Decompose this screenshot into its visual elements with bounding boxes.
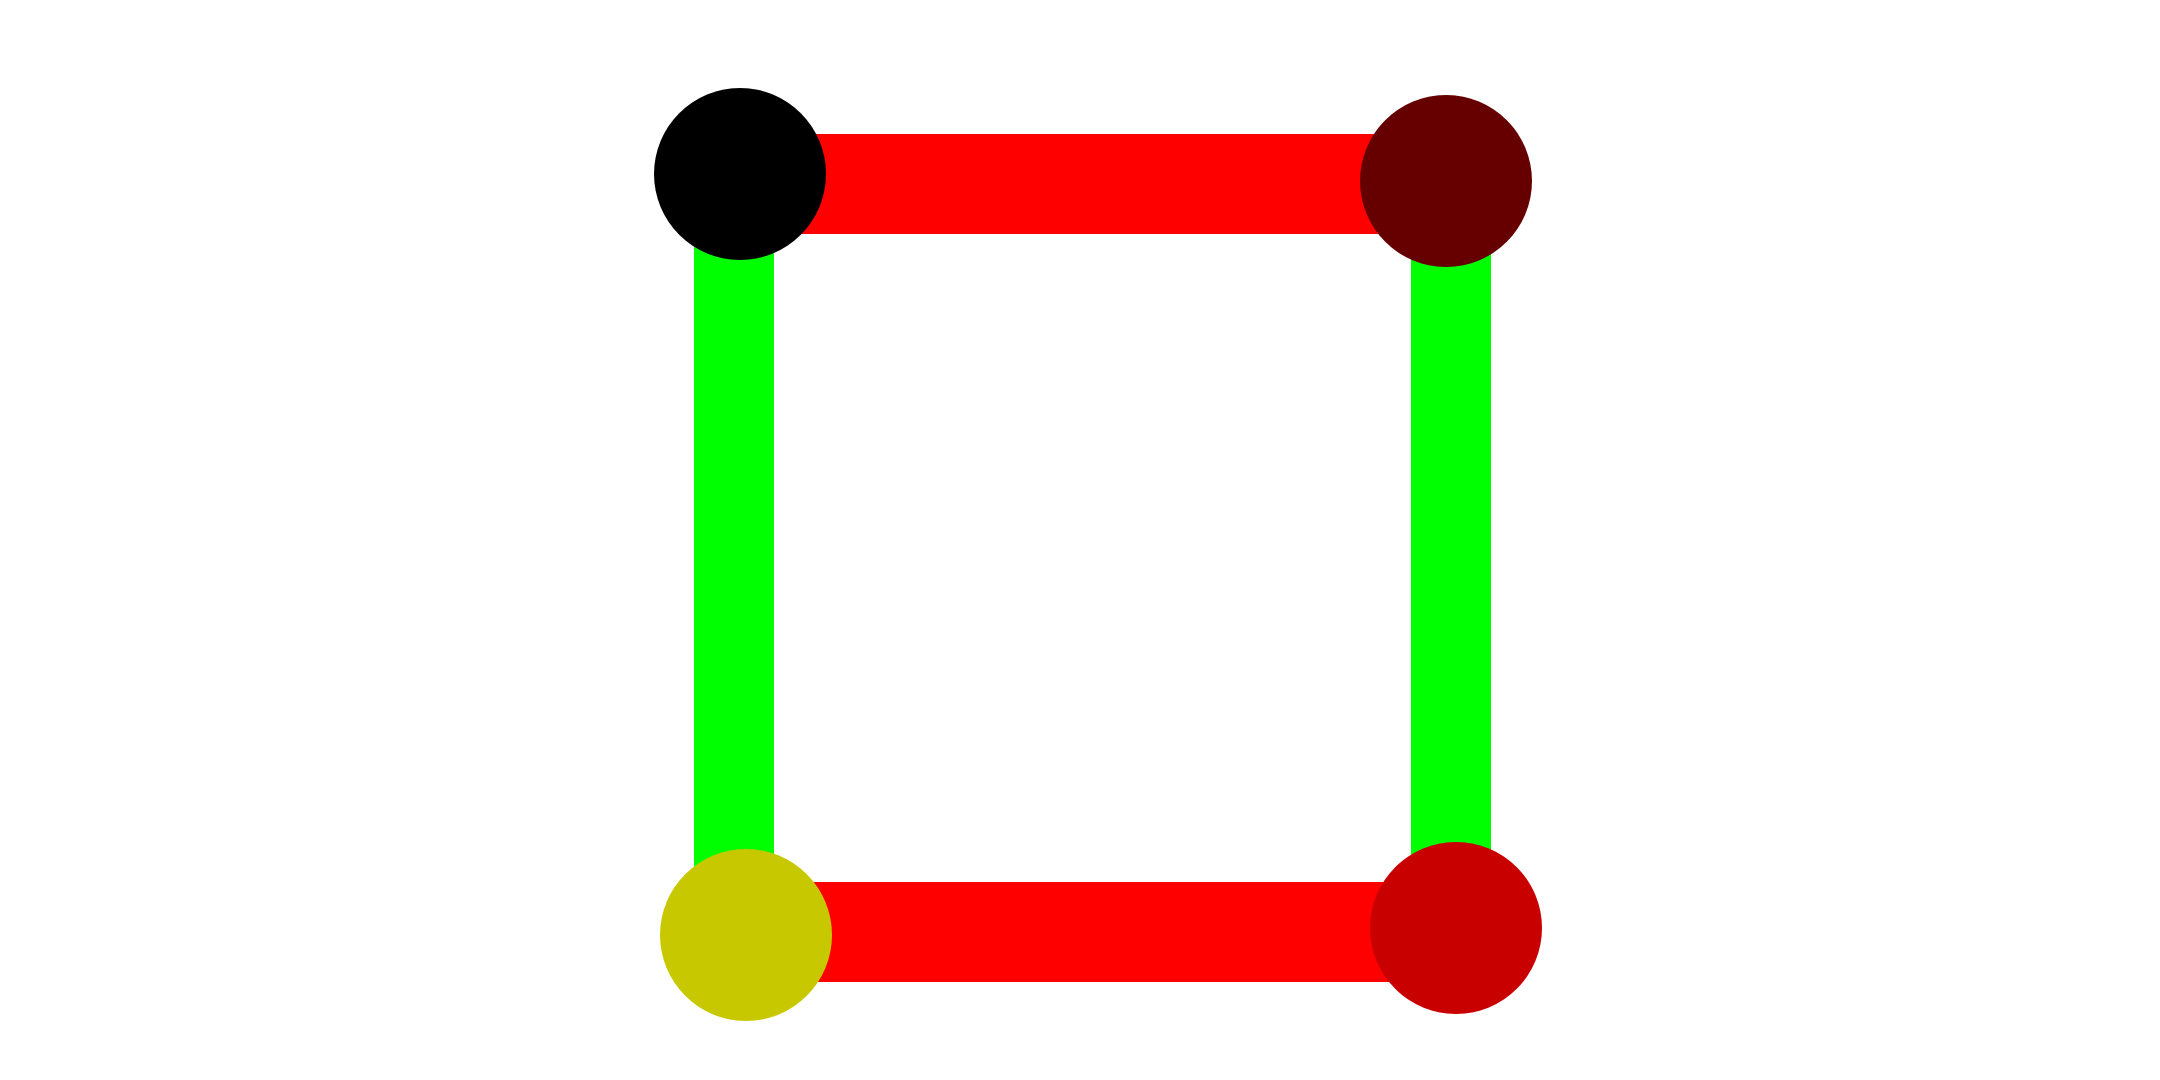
node-top-right	[1360, 95, 1532, 267]
edges-layer	[694, 134, 1491, 982]
node-bottom-right	[1370, 842, 1542, 1014]
node-bottom-left	[660, 849, 832, 1021]
nodes-layer	[654, 88, 1542, 1021]
node-top-left	[654, 88, 826, 260]
